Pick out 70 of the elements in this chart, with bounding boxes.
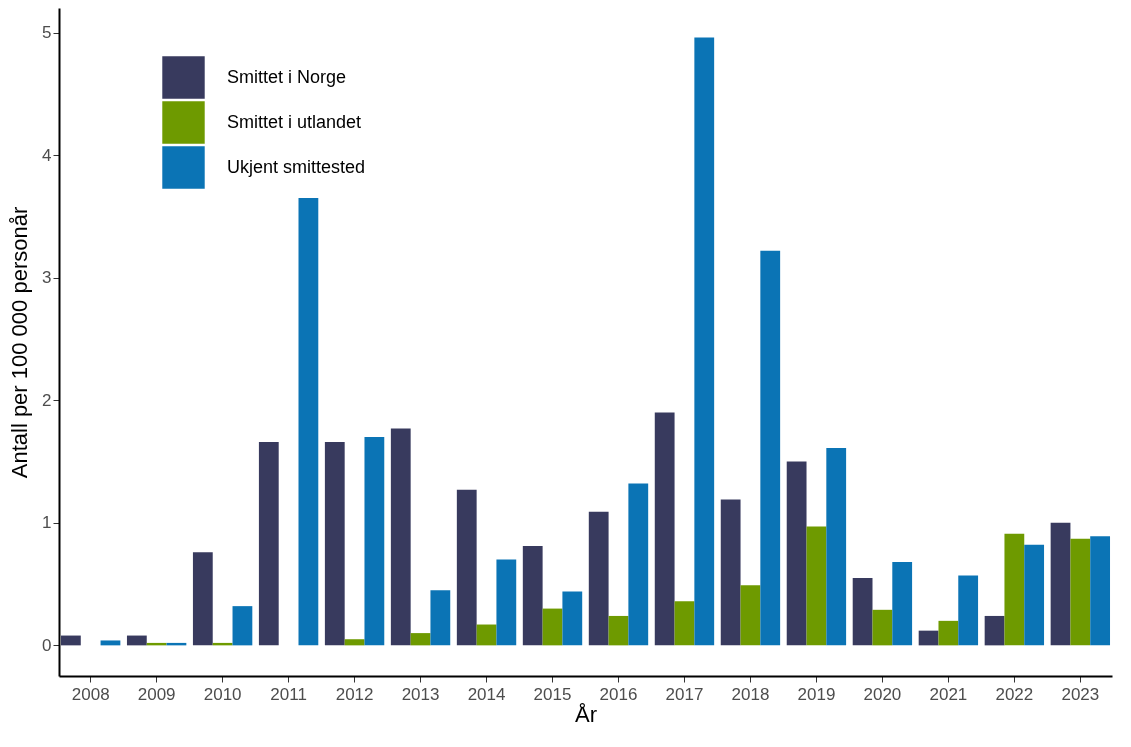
y-tick-label: 3 (42, 268, 52, 288)
bar (806, 526, 827, 646)
bar (430, 590, 451, 646)
bar (1004, 533, 1025, 646)
x-tick-label: 2021 (929, 684, 968, 704)
legend-label: Ukjent smittested (227, 156, 366, 177)
bar (892, 562, 913, 646)
x-tick-label: 2013 (401, 684, 440, 704)
bar (694, 37, 715, 646)
bar (608, 615, 629, 646)
y-tick-label: 4 (42, 145, 52, 165)
bar (1070, 538, 1091, 646)
bar (958, 575, 979, 646)
x-tick-label: 2020 (863, 684, 902, 704)
bar (100, 640, 121, 646)
bar (852, 577, 873, 646)
bar (364, 436, 385, 646)
x-tick-label: 2018 (731, 684, 770, 704)
legend-label: Smittet i Norge (227, 66, 347, 87)
legend-label: Smittet i utlandet (227, 111, 362, 132)
bar (496, 559, 517, 646)
bar (760, 250, 781, 646)
bar (740, 585, 761, 646)
bar (522, 546, 543, 646)
bar (938, 620, 959, 646)
bar (984, 615, 1005, 646)
x-axis-title: År (575, 701, 597, 727)
bar (562, 591, 583, 646)
bar (588, 511, 609, 646)
bar (476, 624, 497, 646)
bar (654, 412, 675, 646)
bar (258, 441, 279, 646)
y-tick-label: 0 (42, 635, 52, 655)
bar (456, 489, 477, 646)
bar (344, 639, 365, 646)
bar (786, 461, 807, 646)
bar (324, 441, 345, 646)
bar (918, 630, 939, 646)
bar (720, 499, 741, 646)
x-tick-label: 2011 (270, 684, 307, 704)
x-tick-label: 2014 (467, 684, 506, 704)
x-tick-label: 2012 (335, 684, 374, 704)
x-tick-label: 2010 (203, 684, 242, 704)
x-tick-label: 2009 (137, 684, 176, 704)
bar (542, 608, 563, 646)
x-tick-label: 2017 (665, 684, 704, 704)
bar (126, 635, 147, 646)
bar (390, 428, 411, 646)
bar (674, 601, 695, 646)
y-tick-label: 5 (42, 23, 52, 43)
bar (232, 606, 253, 646)
bar (1090, 536, 1111, 646)
bar (298, 197, 319, 646)
y-tick-label: 1 (42, 513, 52, 533)
bar (872, 609, 893, 646)
bar (410, 633, 431, 646)
x-tick-label: 2019 (797, 684, 836, 704)
x-tick-label: 2022 (995, 684, 1034, 704)
bar (60, 635, 81, 646)
bar (628, 483, 649, 646)
bar (1050, 522, 1071, 646)
x-tick-label: 2008 (71, 684, 110, 704)
x-tick-label: 2016 (599, 684, 638, 704)
x-tick-label: 2015 (533, 684, 572, 704)
x-tick-label: 2023 (1061, 684, 1100, 704)
y-tick-label: 2 (42, 390, 52, 410)
bar (1024, 544, 1045, 646)
bar (826, 448, 847, 646)
y-axis-title: Antall per 100 000 personår (7, 206, 33, 479)
bar (192, 552, 213, 646)
